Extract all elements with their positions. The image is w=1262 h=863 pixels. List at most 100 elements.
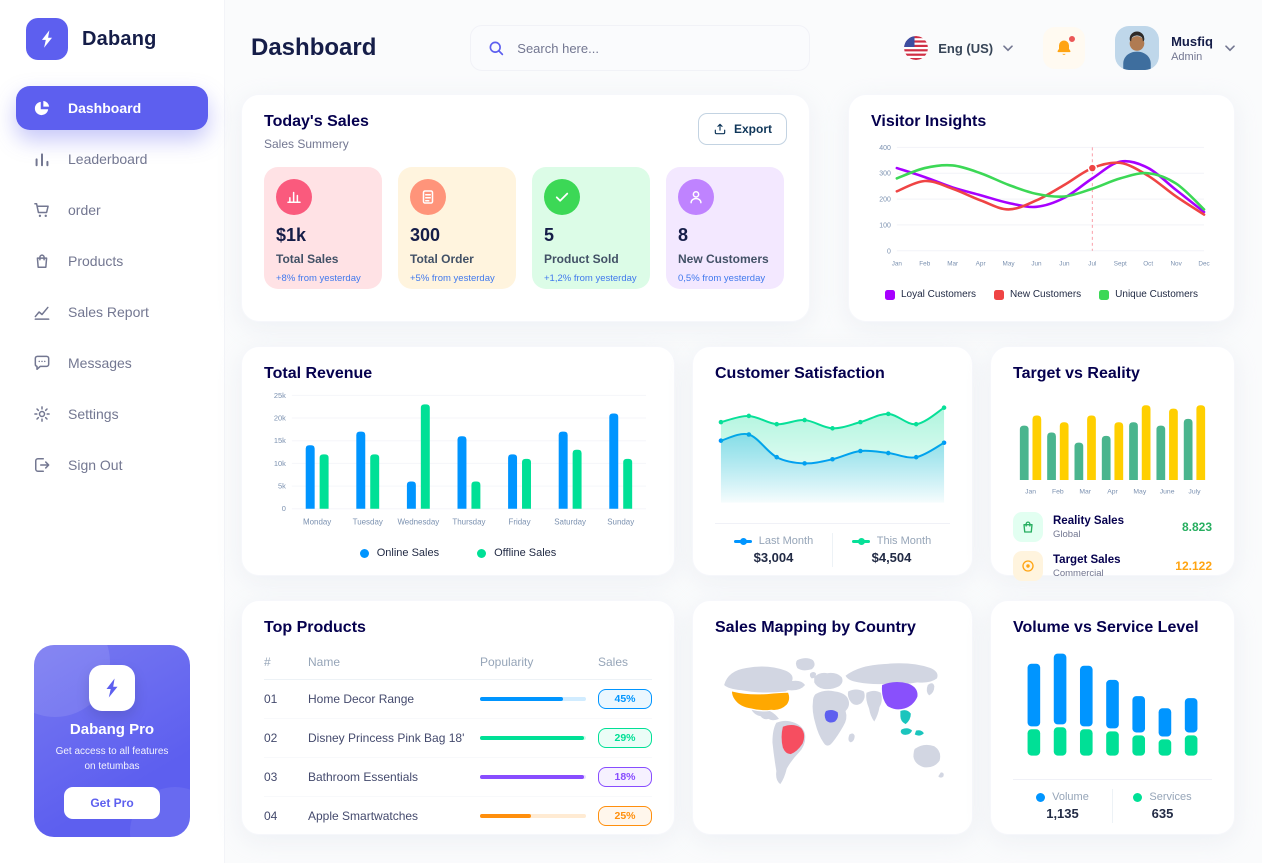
pie-chart-icon (34, 100, 50, 116)
notification-badge (1068, 35, 1077, 43)
sidebar-item-settings[interactable]: Settings (16, 392, 208, 436)
map-new-zealand (938, 772, 944, 778)
total-revenue-card: Total Revenue 0 5k 10k 15k 20k 25k Monday Tuesd… (241, 346, 675, 576)
bag-icon (1013, 512, 1043, 542)
table-row[interactable]: 02 Disney Princess Pink Bag 18' 29% (264, 719, 652, 758)
legend-loyal-customers: Loyal Customers (885, 289, 976, 300)
legend-tag: Global (1053, 528, 1081, 540)
legend-dot (477, 548, 487, 558)
sidebar-item-dashboard[interactable]: Dashboard (16, 86, 208, 130)
card-title: Volume vs Service Level (1013, 619, 1199, 636)
svg-text:Jul: Jul (1088, 261, 1096, 268)
pro-subtitle: Get access to all features on tetumbas (55, 746, 169, 772)
map-europe (814, 672, 843, 690)
sidebar-item-leaderboard[interactable]: Leaderboard (16, 137, 208, 181)
page-title: Dashboard (251, 34, 377, 61)
table-body: 01 Home Decor Range 45% 02 Disney Princess P… (264, 680, 652, 835)
world-map (715, 651, 950, 795)
stat-value: $1k (276, 225, 307, 245)
product-rank: 04 (264, 809, 278, 823)
sidebar-item-label: Messages (68, 355, 132, 371)
svg-text:Sunday: Sunday (607, 518, 634, 527)
bar-chart-icon (35, 153, 49, 167)
svg-text:June: June (1160, 489, 1175, 496)
visitor-insights-card: Visitor Insights 0 100 200 300 400 Jan Feb Mar A… (848, 94, 1235, 322)
svg-text:0: 0 (282, 504, 286, 513)
sidebar-item-products[interactable]: Products (16, 239, 208, 283)
sign-out-icon (35, 458, 50, 472)
customer-satisfaction-card: Customer Satisfaction Last Month $3,004 … (692, 346, 973, 576)
stat-total-order: 300 Total Order +5% from yesterday (398, 167, 516, 289)
todays-sales-card: Today's Sales Sales Summery Export $1k (241, 94, 810, 322)
sidebar-item-order[interactable]: order (16, 188, 208, 232)
sidebar-item-label: Dashboard (68, 100, 142, 116)
card-title: Today's Sales (264, 113, 369, 130)
language-selector[interactable]: Eng (US) (904, 36, 1013, 60)
card-title: Visitor Insights (871, 113, 987, 130)
sales-stats: $1k Total Sales +8% from yesterday 300 T… (264, 167, 787, 289)
sales-badge: 25% (598, 806, 652, 826)
sidebar-item-sales-report[interactable]: Sales Report (16, 290, 208, 334)
svg-text:20k: 20k (274, 414, 286, 423)
person-icon (678, 179, 714, 215)
row-2: Total Revenue 0 5k 10k 15k 20k 25k Monday Tuesd… (241, 346, 1235, 581)
sidebar-item-label: order (68, 202, 101, 218)
profile-menu[interactable]: Musfiq Admin (1115, 26, 1235, 70)
stat-delta: +1,2% from yesterday (544, 273, 637, 284)
sidebar-item-sign-out[interactable]: Sign Out (16, 443, 208, 487)
user-name: Musfiq (1171, 33, 1213, 49)
stat-new-customers: 8 New Customers 0,5% from yesterday (666, 167, 784, 289)
table-row[interactable]: 04 Apple Smartwatches 25% (264, 797, 652, 835)
get-pro-button[interactable]: Get Pro (64, 787, 160, 819)
visitor-insights-chart: 0 100 200 300 400 Jan Feb Mar Apr May Jun Jun Jul Sep… (871, 139, 1212, 285)
legend-marker (733, 537, 752, 545)
export-icon (714, 123, 726, 135)
avatar (1115, 26, 1160, 70)
logo-icon (26, 18, 68, 60)
stat-label: New Customers (678, 252, 769, 266)
card-title: Sales Mapping by Country (715, 619, 916, 636)
legend-value: $4,504 (871, 550, 912, 565)
sales-badge: 29% (598, 728, 652, 748)
legend-offline-sales: Offline Sales (477, 547, 556, 559)
top-bar: Dashboard Eng (US) (241, 16, 1235, 80)
svg-text:Oct: Oct (1143, 261, 1153, 268)
svg-text:300: 300 (879, 171, 891, 178)
sales-chart-icon (276, 179, 312, 215)
svg-text:Jun: Jun (1031, 261, 1042, 268)
svg-text:Mar: Mar (947, 261, 959, 268)
table-row[interactable]: 03 Bathroom Essentials 18% (264, 758, 652, 797)
legend-value: 1,135 (1046, 806, 1079, 821)
table-row[interactable]: 01 Home Decor Range 45% (264, 680, 652, 719)
svg-text:Thursday: Thursday (452, 518, 485, 527)
search-input[interactable] (517, 40, 794, 56)
product-rank: 02 (264, 731, 278, 745)
logo: Dabang (0, 18, 224, 60)
sales-mapping-card: Sales Mapping by Country (692, 600, 973, 835)
message-icon (34, 355, 50, 370)
legend-swatch (994, 289, 1005, 300)
svg-text:100: 100 (879, 222, 891, 229)
export-button[interactable]: Export (697, 113, 787, 145)
svg-text:15k: 15k (274, 436, 286, 445)
map-australia (913, 744, 941, 768)
pro-logo-icon (89, 665, 135, 711)
search-bar[interactable] (470, 25, 811, 71)
svg-text:25k: 25k (274, 391, 286, 400)
sidebar-item-messages[interactable]: Messages (16, 341, 208, 385)
product-name: Home Decor Range (308, 692, 415, 706)
popularity-bar (480, 814, 586, 818)
map-india (866, 690, 882, 722)
notification-button[interactable] (1043, 27, 1086, 69)
stat-value: 8 (678, 225, 689, 245)
line-chart-icon (34, 306, 50, 320)
stat-value: 5 (544, 225, 555, 245)
legend-unique-customers: Unique Customers (1099, 289, 1198, 300)
svg-text:July: July (1188, 489, 1201, 496)
row-1: Today's Sales Sales Summery Export $1k (241, 94, 1235, 322)
svg-text:400: 400 (879, 145, 891, 152)
map-usa (731, 691, 790, 711)
stat-delta: +8% from yesterday (276, 273, 361, 284)
stat-label: Total Order (410, 252, 474, 266)
